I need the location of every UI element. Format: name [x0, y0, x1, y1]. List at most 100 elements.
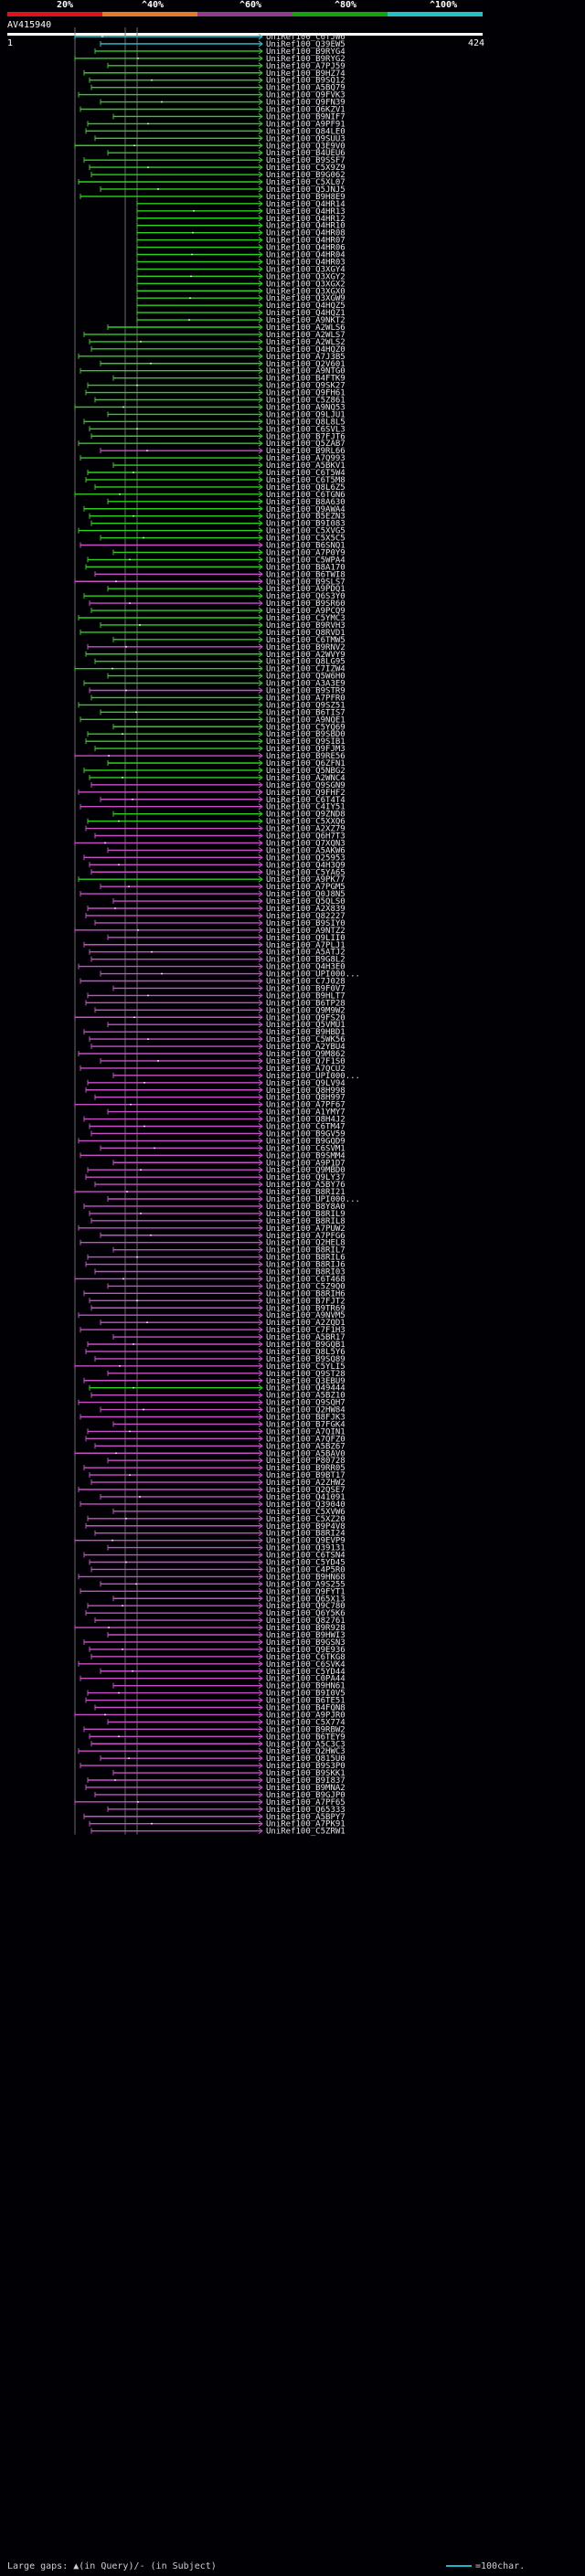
hit-label[interactable]: UniRef100_C5YQ69	[266, 723, 346, 732]
hit-label[interactable]: UniRef100_Q8L5Y6	[266, 1348, 346, 1357]
hit-row[interactable]: UniRef100_C6TSN4	[83, 1552, 346, 1561]
hit-label[interactable]: UniRef100_Q4HR08	[266, 229, 346, 239]
hit-label[interactable]: UniRef100_B8RIH6	[266, 1289, 346, 1299]
hit-row[interactable]: UniRef100_C5ZRW1	[90, 1828, 346, 1837]
hit-label[interactable]: UniRef100_C5XL07	[266, 178, 346, 187]
hit-label[interactable]: UniRef100_Q2HWC3	[266, 1747, 346, 1756]
hit-label[interactable]: UniRef100_B9P4V8	[266, 1522, 346, 1532]
hit-label[interactable]: UniRef100_A7QFZ0	[266, 1435, 346, 1444]
hit-row[interactable]: UniRef100_Q3XGX0	[136, 287, 346, 296]
hit-label[interactable]: UniRef100_A9PJR0	[266, 1711, 346, 1720]
hit-row[interactable]: UniRef100_A5BR17	[112, 1333, 346, 1342]
hit-label[interactable]: UniRef100_Q2HEL8	[266, 1239, 346, 1248]
hit-label[interactable]: UniRef100_B9SQ12	[266, 77, 346, 86]
hit-row[interactable]: UniRef100_A9NTZ2	[74, 927, 346, 936]
hit-row[interactable]: UniRef100_B9S3P0	[80, 1762, 346, 1771]
hit-row[interactable]: UniRef100_A5BPY7	[83, 1813, 346, 1822]
hit-label[interactable]: UniRef100_A7PK91	[266, 1820, 346, 1829]
hit-row[interactable]: UniRef100_Q9ST28	[107, 1370, 346, 1379]
hit-row[interactable]: UniRef100_Q5NBG2	[83, 767, 346, 776]
hit-row[interactable]: UniRef100_B9TR69	[90, 1304, 346, 1313]
hit-label[interactable]: UniRef100_Q39131	[266, 1544, 346, 1553]
hit-row[interactable]: UniRef100_Q9FJM3	[94, 745, 346, 754]
hit-label[interactable]: UniRef100_Q39EW5	[266, 40, 346, 49]
hit-row[interactable]: UniRef100_B9RBW2	[83, 1725, 346, 1734]
hit-row[interactable]: UniRef100_B9GSN3	[83, 1638, 346, 1648]
hit-row[interactable]: UniRef100_Q9LII0	[107, 934, 346, 943]
hit-label[interactable]: UniRef100_Q5NBG2	[266, 767, 346, 776]
hit-row[interactable]: UniRef100_Q9ZND8	[112, 811, 346, 820]
hit-label[interactable]: UniRef100_C6TGN6	[266, 491, 346, 500]
hit-label[interactable]: UniRef100_Q9FH61	[266, 389, 346, 398]
hit-label[interactable]: UniRef100_Q4HR07	[266, 237, 346, 246]
hit-label[interactable]: UniRef100_Q6Y5K6	[266, 1609, 346, 1618]
hit-label[interactable]: UniRef100_C6SVL3	[266, 425, 346, 434]
hit-label[interactable]: UniRef100_Q3XGY2	[266, 272, 346, 281]
hit-row[interactable]: UniRef100_C6SVK4	[78, 1660, 346, 1670]
hit-row[interactable]: UniRef100_Q9E936	[89, 1646, 346, 1655]
hit-row[interactable]: UniRef100_B8RI03	[94, 1268, 346, 1277]
hit-label[interactable]: UniRef100_B4FTK9	[266, 375, 346, 384]
hit-label[interactable]: UniRef100_C5YD44	[266, 1668, 346, 1677]
hit-label[interactable]: UniRef100_A5ATJ2	[266, 949, 346, 958]
hit-label[interactable]: UniRef100_Q5ZAB7	[266, 440, 346, 449]
hit-row[interactable]: UniRef100_B6TE51	[85, 1697, 346, 1706]
hit-row[interactable]: UniRef100_Q4HQZ1	[136, 309, 346, 318]
hit-row[interactable]: UniRef100_B9RYG2	[74, 55, 346, 64]
hit-label[interactable]: UniRef100_Q3E9V0	[266, 142, 346, 151]
hit-label[interactable]: UniRef100_A7PFG6	[266, 1232, 346, 1241]
hit-label[interactable]: UniRef100_A7PJ59	[266, 62, 346, 71]
hit-label[interactable]: UniRef100_B6TP28	[266, 999, 346, 1008]
hit-label[interactable]: UniRef100_B9BT17	[266, 1471, 346, 1480]
hit-label[interactable]: UniRef100_Q5VMU1	[266, 1021, 346, 1030]
hit-label[interactable]: UniRef100_Q5JNJ5	[266, 186, 346, 195]
hit-row[interactable]: UniRef100_A2X839	[87, 905, 346, 914]
hit-row[interactable]: UniRef100_C5YQ69	[112, 723, 346, 732]
hit-row[interactable]: UniRef100_Q84LE0	[85, 127, 346, 136]
hit-label[interactable]: UniRef100_A2WNC4	[266, 774, 346, 783]
hit-row[interactable]: UniRef100_Q9FVK3	[78, 91, 346, 101]
hit-label[interactable]: UniRef100_B9SSF7	[266, 156, 346, 165]
hit-label[interactable]: UniRef100_B9GJP0	[266, 1791, 346, 1800]
hit-label[interactable]: UniRef100_A9NQE1	[266, 716, 346, 725]
hit-row[interactable]: UniRef100_C6T4T4	[100, 796, 346, 805]
hit-label[interactable]: UniRef100_B9HBD1	[266, 1028, 346, 1037]
hit-label[interactable]: UniRef100_Q4HR10	[266, 222, 346, 231]
hit-row[interactable]: UniRef100_Q3EBU9	[83, 1377, 346, 1386]
hit-row[interactable]: UniRef100_A9NQE1	[80, 716, 346, 725]
hit-row[interactable]: UniRef100_A7PLJ1	[83, 941, 346, 950]
hit-row[interactable]: UniRef100_B9HLT7	[87, 991, 346, 1001]
hit-label[interactable]: UniRef100_Q9FJM3	[266, 745, 346, 754]
hit-row[interactable]: UniRef100_B9SBD0	[87, 730, 346, 739]
hit-row[interactable]: UniRef100_B9GV59	[90, 1129, 346, 1139]
hit-row[interactable]: UniRef100_C4P5R0	[90, 1565, 346, 1574]
hit-row[interactable]: UniRef100_B9SQ89	[94, 1355, 346, 1364]
hit-row[interactable]: UniRef100_C4IY51	[80, 803, 346, 812]
hit-label[interactable]: UniRef100_Q8RVD1	[266, 629, 346, 638]
hit-row[interactable]: UniRef100_A7PFG6	[100, 1232, 346, 1241]
hit-label[interactable]: UniRef100_B6TIS7	[266, 708, 346, 717]
hit-label[interactable]: UniRef100_A5BZ67	[266, 1442, 346, 1451]
hit-row[interactable]: UniRef100_C5X774	[107, 1718, 346, 1727]
hit-row[interactable]: UniRef100_Q2HW84	[100, 1406, 346, 1415]
hit-label[interactable]: UniRef100_B7FJT2	[266, 1297, 346, 1306]
hit-label[interactable]: UniRef100_Q9FHF2	[266, 789, 346, 798]
hit-row[interactable]: UniRef100_C6TGN6	[74, 491, 346, 500]
hit-label[interactable]: UniRef100_B9SMM4	[266, 1151, 346, 1161]
hit-row[interactable]: UniRef100_B9P4V8	[85, 1522, 346, 1532]
hit-label[interactable]: UniRef100_A5BPY7	[266, 1813, 346, 1822]
hit-label[interactable]: UniRef100_Q9LJU1	[266, 410, 346, 419]
hit-label[interactable]: UniRef100_Q9C780	[266, 1602, 346, 1611]
hit-label[interactable]: UniRef100_Q4HR12	[266, 215, 346, 224]
hit-label[interactable]: UniRef100_B8A170	[266, 563, 346, 572]
hit-row[interactable]: UniRef100_C5WPA4	[87, 556, 346, 565]
hit-label[interactable]: UniRef100_C6TKG8	[266, 1653, 346, 1662]
hit-row[interactable]: UniRef100_Q25953	[83, 853, 346, 863]
hit-label[interactable]: UniRef100_Q3XGW9	[266, 294, 346, 303]
hit-row[interactable]: UniRef100_C5YA65	[90, 868, 346, 877]
hit-label[interactable]: UniRef100_C7F1H3	[266, 1326, 346, 1335]
hit-label[interactable]: UniRef100_B9HLT7	[266, 991, 346, 1001]
hit-label[interactable]: UniRef100_Q9FS20	[266, 1013, 346, 1023]
hit-label[interactable]: UniRef100_Q7XQN3	[266, 839, 346, 848]
hit-label[interactable]: UniRef100_Q9ZND8	[266, 811, 346, 820]
